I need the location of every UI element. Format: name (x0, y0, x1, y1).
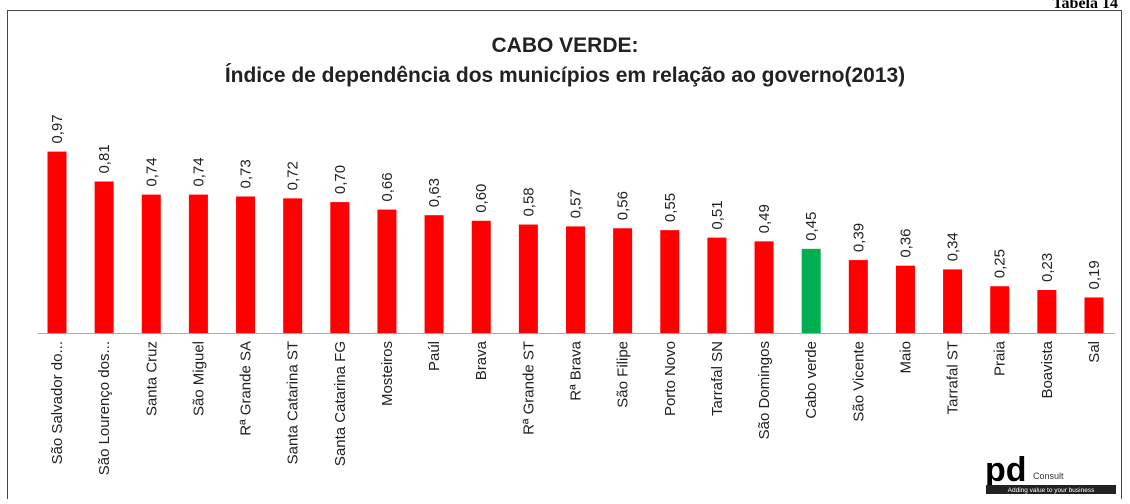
bar (188, 194, 208, 333)
chart-title: CABO VERDE: (491, 34, 638, 57)
x-tick-label: Porto Novo (662, 341, 679, 416)
value-label: 0,55 (662, 193, 679, 222)
x-tick-label: São Salvador do... (49, 341, 66, 464)
value-label: 0,97 (49, 114, 66, 143)
x-tick-label: Tarrafal ST (945, 341, 962, 414)
logo: pd Consult Adding value to your business (985, 451, 1116, 494)
bar (47, 151, 67, 333)
x-tick-label: Rª Grande ST (520, 341, 537, 435)
chart-subtitle: Índice de dependência dos municípios em … (225, 64, 905, 87)
bar (424, 215, 444, 333)
x-tick-label: São Filipe (615, 341, 632, 408)
bar (1037, 289, 1057, 333)
value-label: 0,23 (1039, 253, 1056, 282)
value-label: 0,25 (992, 249, 1009, 278)
x-tick-label: Brava (473, 340, 490, 380)
value-label: 0,49 (756, 204, 773, 233)
bar (94, 181, 114, 333)
value-label: 0,58 (520, 187, 537, 216)
value-label: 0,60 (473, 184, 490, 213)
bar (330, 202, 350, 333)
logo-mark: pd (985, 451, 1027, 489)
x-tick-label: Paúl (426, 341, 443, 371)
x-tick-label: Praia (992, 340, 1009, 376)
value-label: 0,81 (96, 144, 113, 173)
bar (895, 265, 915, 333)
x-tick-label: São Lourenço dos... (96, 341, 113, 475)
x-tick-label: Cabo verde (803, 341, 820, 419)
bar (1084, 297, 1104, 333)
x-tick-label: Tarrafal SN (709, 341, 726, 416)
x-tick-label: São Miguel (190, 341, 207, 416)
x-tick-label: Santa Catarina ST (285, 341, 302, 464)
x-tick-label: Rª Grande SA (238, 341, 255, 436)
x-tick-label: Rª Brava (568, 340, 585, 400)
logo-name: Consult (1033, 471, 1064, 481)
table-label: Tabela 14 (1052, 0, 1118, 12)
logo-band (986, 485, 1116, 494)
bar (236, 196, 256, 333)
value-label: 0,74 (190, 157, 207, 186)
value-label: 0,73 (238, 159, 255, 188)
value-label: 0,45 (803, 212, 820, 241)
value-label: 0,36 (897, 228, 914, 257)
x-tick-label: Maio (897, 341, 914, 374)
value-label: 0,63 (426, 178, 443, 207)
x-tick-label: Santa Cruz (143, 341, 160, 416)
value-label: 0,72 (285, 161, 302, 190)
bar (283, 198, 303, 333)
bar (848, 260, 868, 333)
x-tick-label: Santa Catarina FG (332, 341, 349, 466)
value-label: 0,57 (568, 189, 585, 218)
bar (613, 228, 633, 333)
bar (471, 220, 491, 333)
value-label: 0,74 (143, 157, 160, 186)
x-tick-label: Mosteiros (379, 341, 396, 406)
bar (943, 269, 963, 333)
logo-tagline: Adding value to your business (1008, 487, 1095, 494)
bar (566, 226, 585, 333)
x-tick-label: São Domingos (756, 341, 773, 439)
value-label: 0,51 (709, 200, 726, 229)
bar (660, 230, 680, 333)
x-tick-label: Boavista (1039, 340, 1056, 398)
value-label: 0,34 (945, 232, 962, 261)
frame (7, 10, 1122, 504)
bar (990, 286, 1010, 333)
value-label: 0,39 (850, 223, 867, 252)
bar (707, 237, 727, 333)
value-label: 0,66 (379, 172, 396, 201)
bar (141, 194, 161, 333)
value-label: 0,70 (332, 165, 349, 194)
bar (754, 241, 774, 333)
value-label: 0,56 (615, 191, 632, 220)
x-tick-label: Sal (1086, 341, 1103, 363)
bar (377, 209, 397, 333)
x-tick-label: São Vicente (850, 341, 867, 422)
bar (518, 224, 538, 333)
value-label: 0,19 (1086, 260, 1103, 289)
bar (801, 248, 821, 333)
